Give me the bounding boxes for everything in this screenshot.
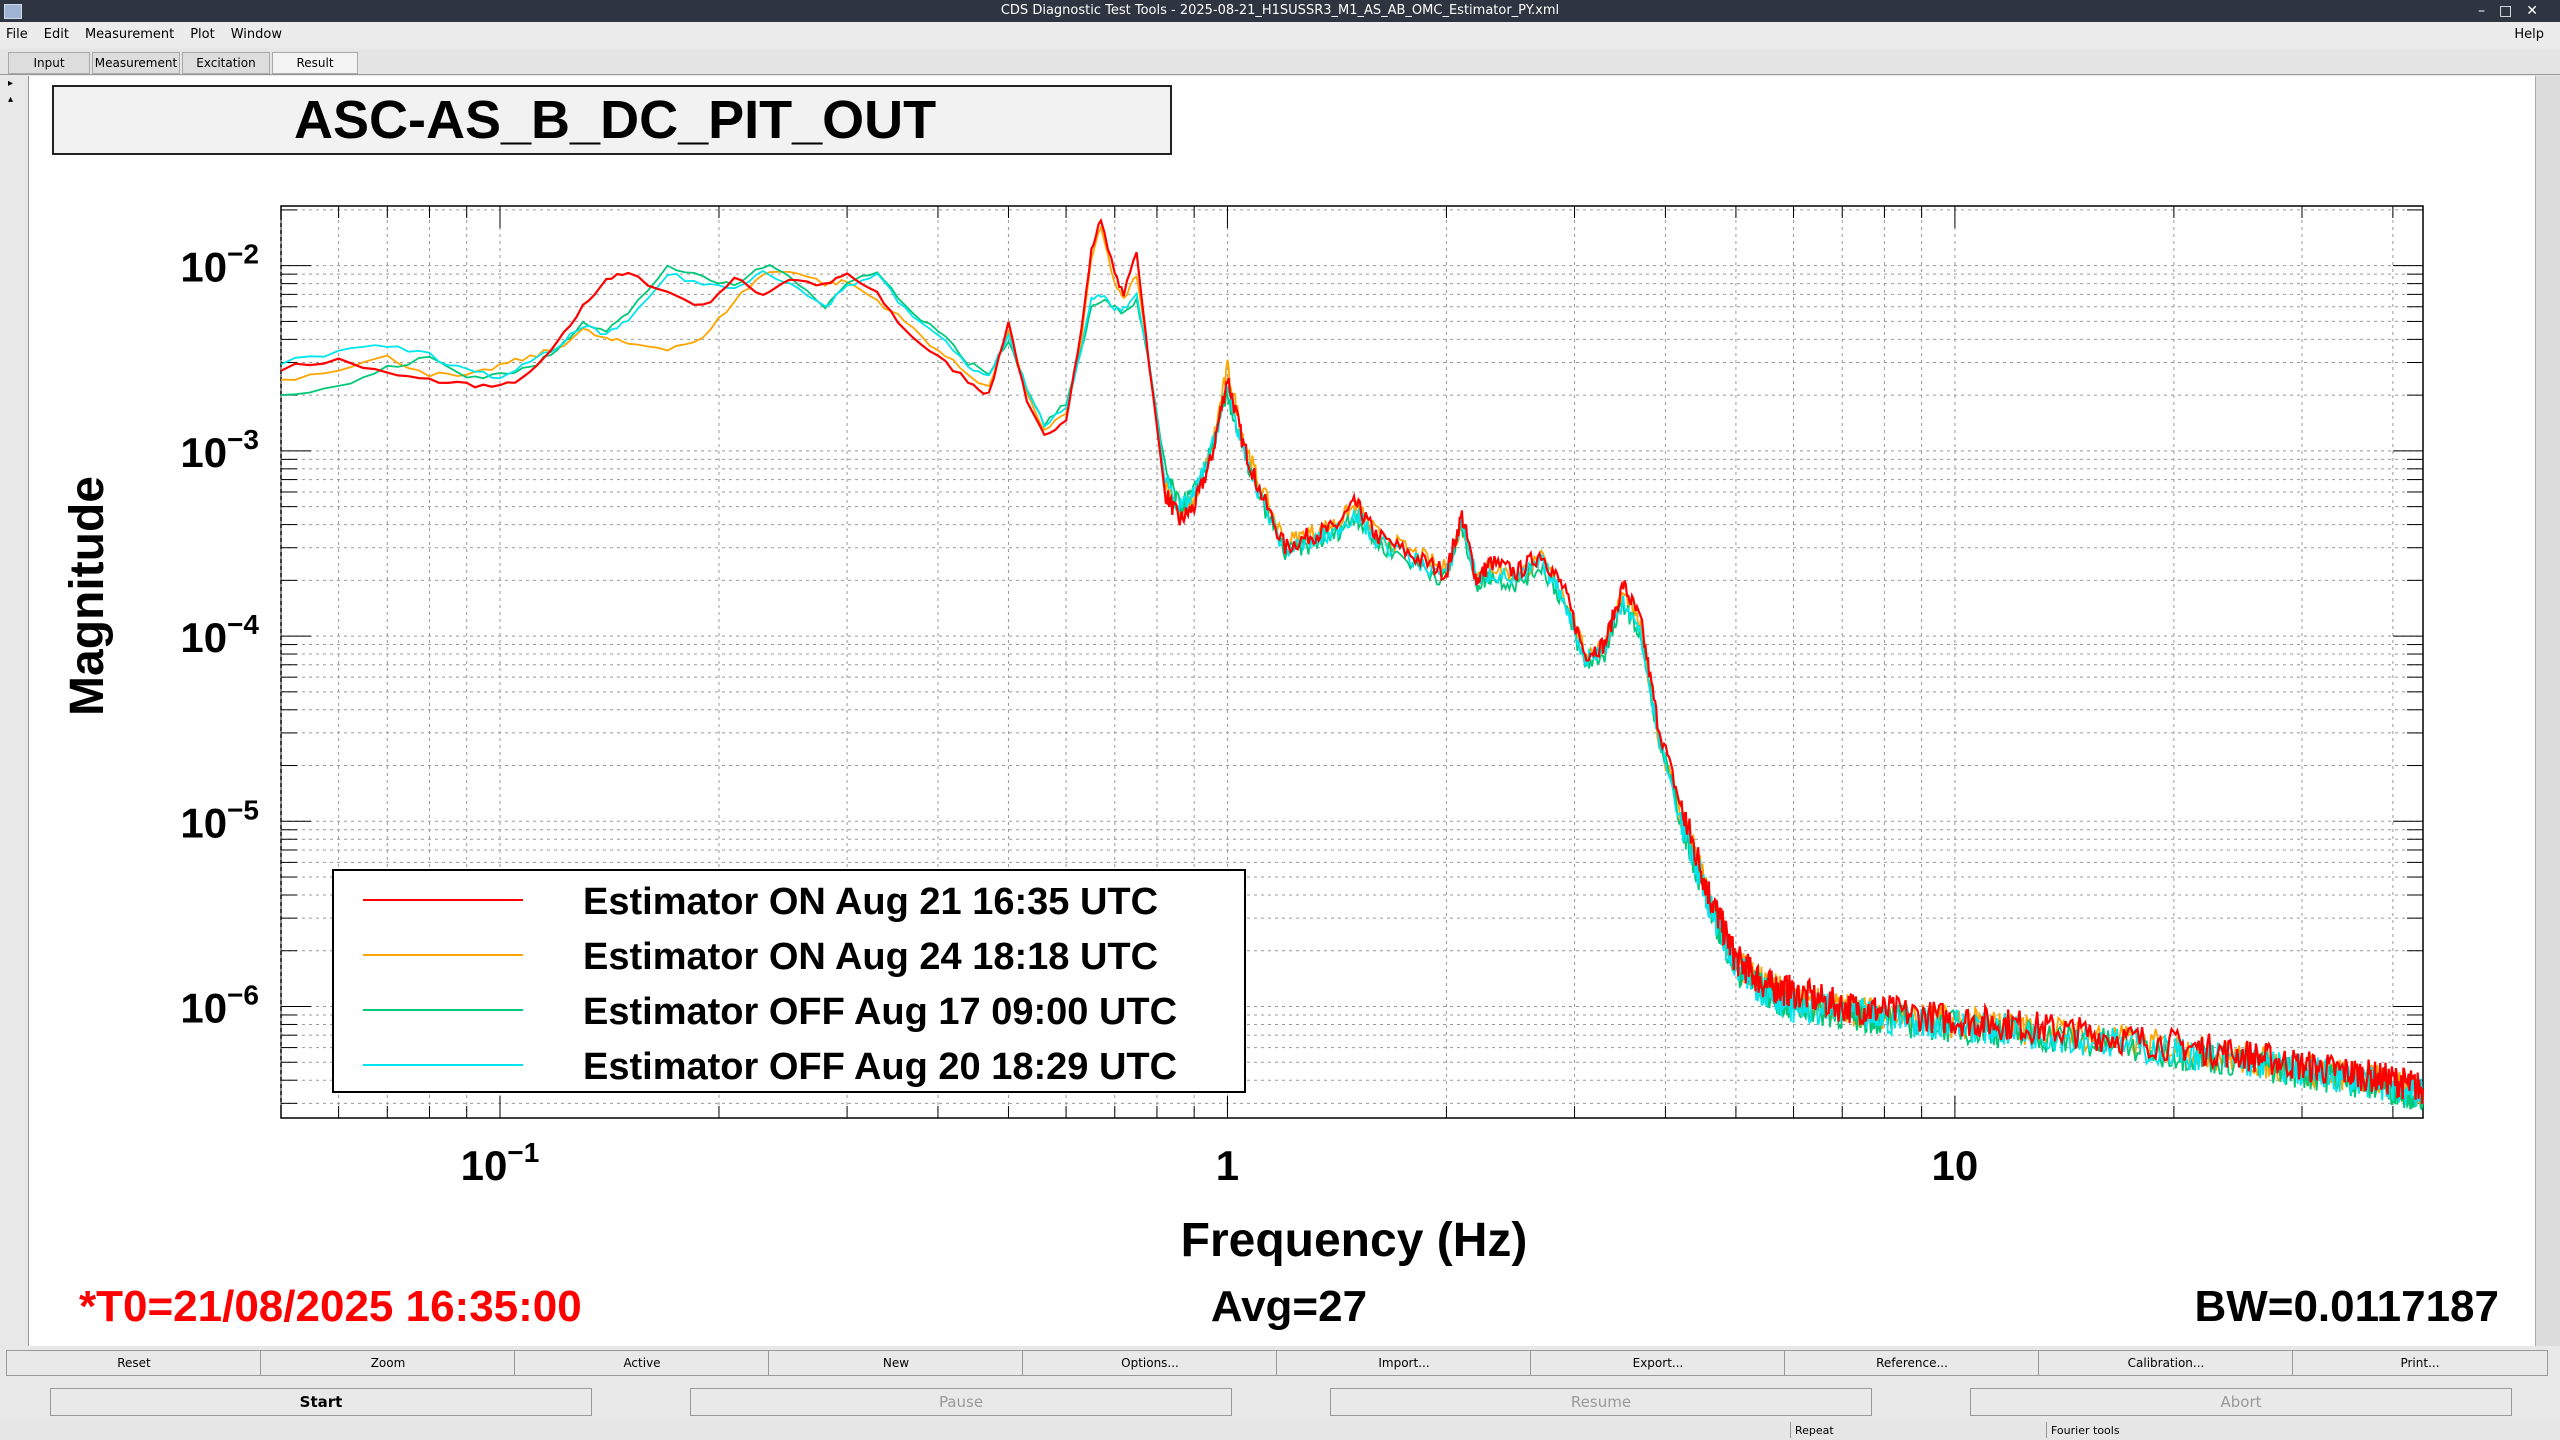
result-panel: ASC-AS_B_DC_PIT_OUT 10−1 1 10 10−2 10−3 10−4 1… (28, 76, 2538, 1346)
status-repeat: Repeat (1790, 1422, 1834, 1438)
options-button[interactable]: Options... (1022, 1350, 1278, 1376)
reset-button[interactable]: Reset (6, 1350, 262, 1376)
legend-entry: Estimator OFF Aug 20 18:29 UTC (583, 1046, 1177, 1088)
legend-entry: Estimator ON Aug 21 16:35 UTC (583, 881, 1158, 923)
y-tick-label: 10−3 (180, 424, 259, 476)
abort-button[interactable]: Abort (1970, 1388, 2512, 1416)
maximize-icon[interactable]: □ (2499, 3, 2527, 19)
x-axis-label: Frequency (Hz) (1181, 1214, 1528, 1267)
y-axis-label: Magnitude (61, 476, 114, 716)
tab-excitation[interactable]: Excitation (182, 52, 270, 74)
start-button[interactable]: Start (50, 1388, 592, 1416)
avg-label: Avg=27 (1211, 1282, 1367, 1331)
arrow-right-icon[interactable]: ▸ (8, 78, 14, 89)
reference-button[interactable]: Reference... (1784, 1350, 2040, 1376)
status-fourier-tools: Fourier tools (2046, 1422, 2120, 1438)
channel-title: ASC-AS_B_DC_PIT_OUT (294, 90, 936, 150)
tab-input[interactable]: Input (8, 52, 90, 74)
close-icon[interactable]: ✕ (2526, 3, 2552, 19)
arrow-up-icon[interactable]: ▴ (8, 94, 14, 105)
zoom-button[interactable]: Zoom (260, 1350, 516, 1376)
minimize-icon[interactable]: – (2478, 3, 2500, 19)
import-button[interactable]: Import... (1276, 1350, 1532, 1376)
run-button-row: Start Pause Resume Abort (0, 1388, 2560, 1418)
series-line-1 (280, 217, 2425, 1105)
plot-canvas[interactable]: ASC-AS_B_DC_PIT_OUT 10−1 1 10 10−2 10−3 10−4 1… (29, 76, 2537, 1346)
y-tick-label: 10−5 (180, 794, 259, 846)
menu-help[interactable]: Help (2514, 27, 2544, 42)
bw-label: BW=0.0117187 (2194, 1282, 2499, 1331)
legend-entry: Estimator ON Aug 24 18:18 UTC (583, 936, 1158, 978)
tab-bar: Input Measurement Excitation Result (0, 50, 2560, 75)
legend-box (332, 869, 1246, 1093)
menu-measurement[interactable]: Measurement (84, 27, 175, 42)
series-line-3 (280, 263, 2424, 1111)
tab-measurement[interactable]: Measurement (92, 52, 180, 74)
y-tick-label: 10−6 (180, 979, 259, 1031)
new-button[interactable]: New (768, 1350, 1024, 1376)
tab-result[interactable]: Result (272, 52, 358, 74)
y-tick-label: 10−4 (180, 609, 259, 661)
menu-file[interactable]: File (6, 27, 28, 42)
t0-label: *T0=21/08/2025 16:35:00 (79, 1282, 582, 1331)
channel-title-box (52, 85, 1172, 155)
export-button[interactable]: Export... (1530, 1350, 1786, 1376)
x-tick-label: 1 (1216, 1142, 1239, 1189)
print-button[interactable]: Print... (2292, 1350, 2548, 1376)
app-icon (4, 4, 22, 19)
active-button[interactable]: Active (514, 1350, 770, 1376)
plot-button-row: Reset Zoom Active New Options... Import.… (6, 1350, 2558, 1376)
legend-entry: Estimator OFF Aug 17 09:00 UTC (583, 991, 1177, 1033)
window-title: CDS Diagnostic Test Tools - 2025-08-21_H… (1000, 3, 1560, 18)
menu-bar: File Edit Measurement Plot Window Help (0, 22, 2560, 48)
x-tick-label: 10 (1932, 1142, 1979, 1189)
menu-edit[interactable]: Edit (43, 27, 69, 42)
x-tick-label: 10−1 (461, 1137, 540, 1189)
window-titlebar: CDS Diagnostic Test Tools - 2025-08-21_H… (0, 0, 2560, 22)
pause-button[interactable]: Pause (690, 1388, 1232, 1416)
side-arrows: ▸ ▴ (8, 76, 22, 108)
calibration-button[interactable]: Calibration... (2038, 1350, 2294, 1376)
y-tick-label: 10−2 (180, 239, 259, 291)
resume-button[interactable]: Resume (1330, 1388, 1872, 1416)
window-controls: –□✕ (2478, 0, 2552, 22)
menu-window[interactable]: Window (230, 27, 282, 42)
menu-plot[interactable]: Plot (190, 27, 215, 42)
status-bar: Repeat Fourier tools (0, 1422, 2560, 1440)
vertical-scrollbar[interactable] (2535, 76, 2560, 1346)
